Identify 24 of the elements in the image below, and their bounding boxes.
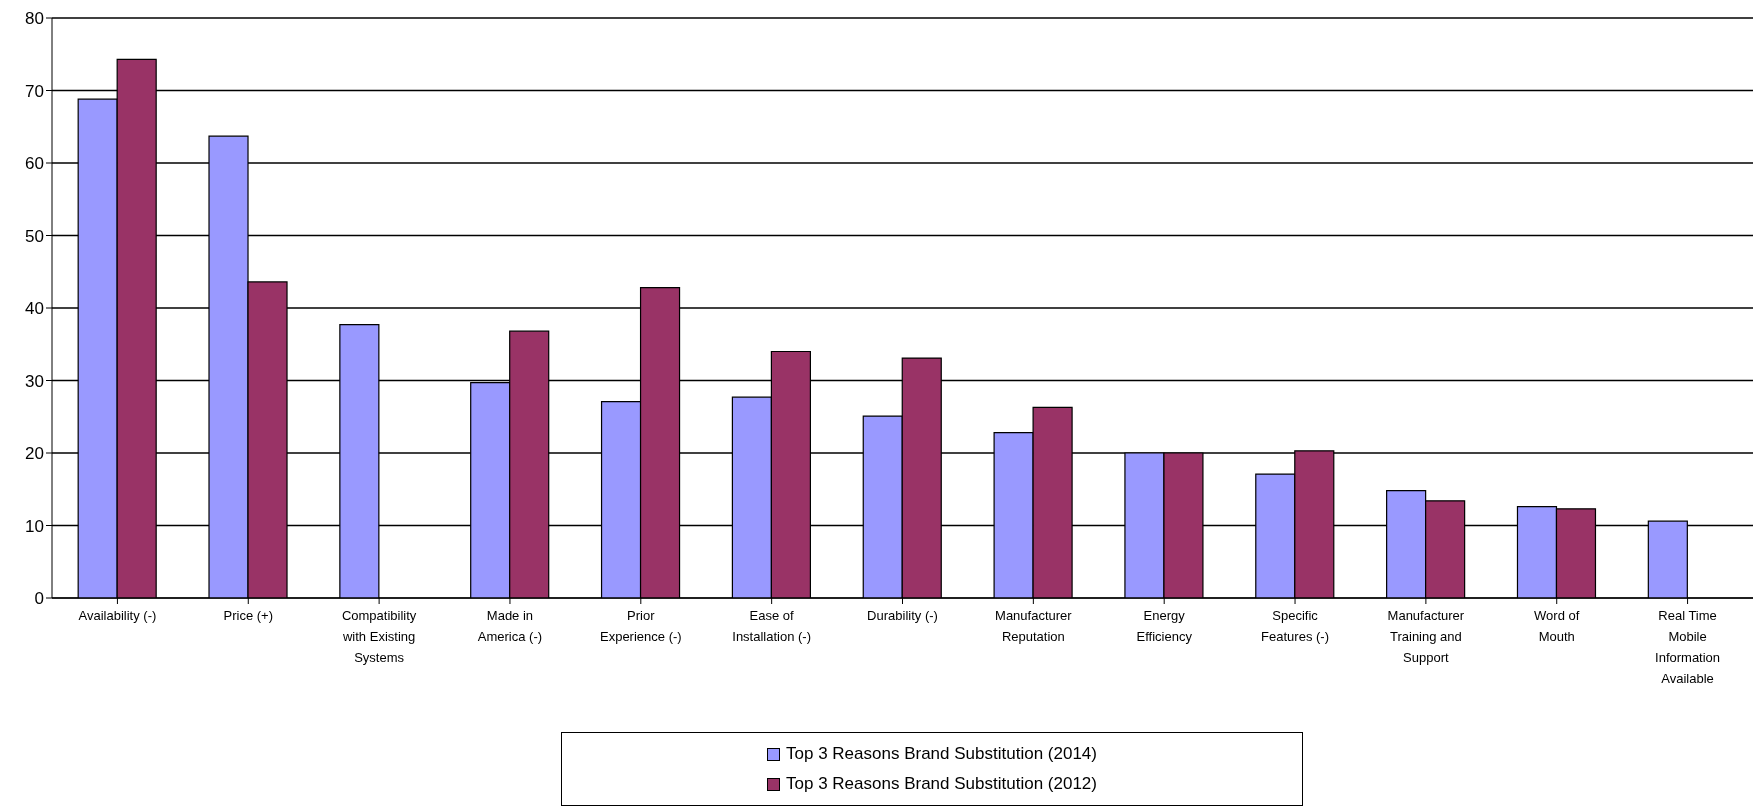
y-tick-label: 70 [25,81,44,101]
y-tick-label: 0 [34,589,44,609]
x-tick-label: Manufacturer Training and Support [1387,608,1465,665]
y-tick-label: 50 [25,226,44,246]
y-tick-label: 80 [25,9,44,29]
y-tick-label: 30 [25,371,44,391]
x-tick-label: Prior Experience (-) [599,608,682,644]
x-tick-label: Made in America (-) [477,608,543,644]
x-tick-label: Compatibility with Existing Systems [341,608,417,665]
y-tick-label: 20 [25,444,44,464]
y-tick-label: 60 [25,154,44,174]
x-tick-label: Availability (-) [78,608,157,623]
x-tick-label: Price (+) [223,608,274,623]
x-tick-label: Ease of Installation (-) [732,608,812,644]
y-tick-label: 10 [25,516,44,536]
x-tick-label: Real Time Mobile Information Available [1655,608,1721,686]
x-tick-label: Energy Efficiency [1136,608,1193,644]
y-tick-label: 40 [25,299,44,319]
legend-label: Top 3 Reasons Brand Substitution (2012) [786,774,1097,794]
x-tick-label: Manufacturer Reputation [995,608,1073,644]
legend-label: Top 3 Reasons Brand Substitution (2014) [786,744,1097,764]
x-tick-label: Word of Mouth [1534,608,1580,644]
x-tick-label: Durability (-) [867,608,938,623]
x-tick-label: Specific Features (-) [1261,608,1329,644]
